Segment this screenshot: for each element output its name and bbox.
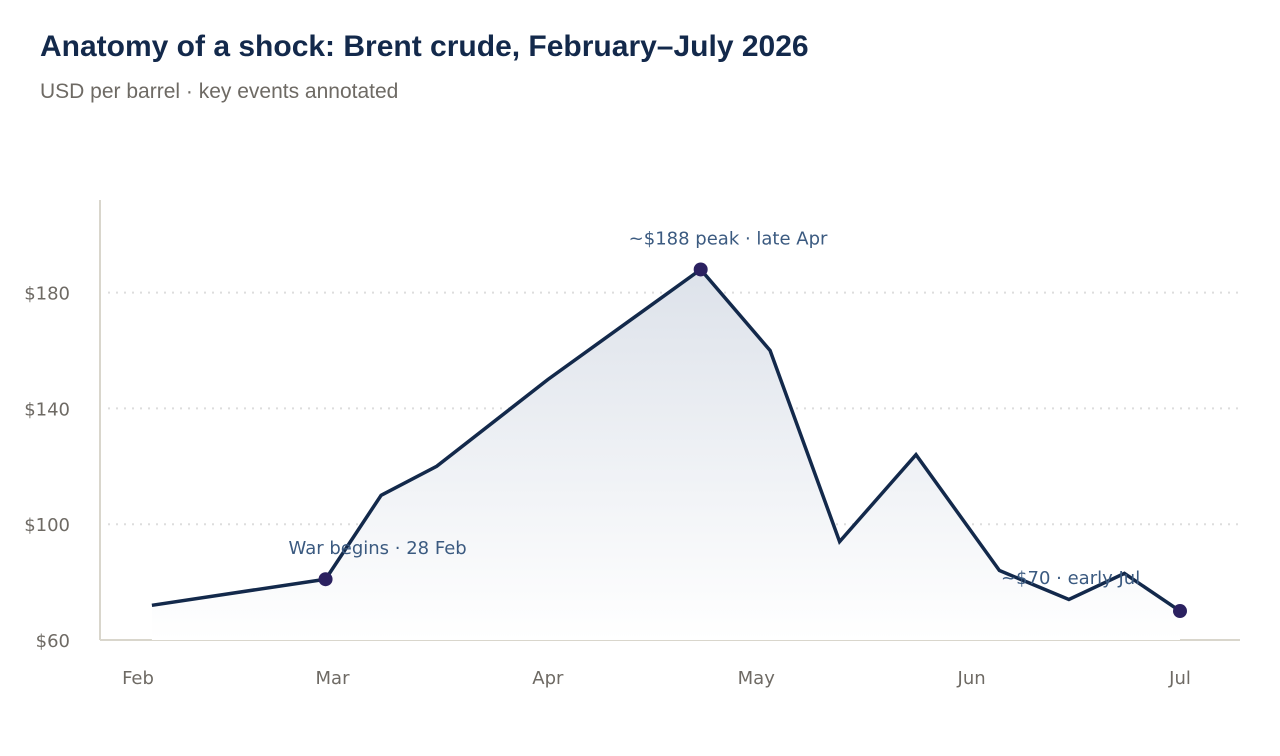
y-tick-labels: $60 $100 $140 $180: [24, 284, 70, 652]
x-tick-label: May: [738, 668, 776, 689]
y-tick-label: $60: [36, 631, 70, 652]
x-tick-label: Jun: [957, 668, 986, 689]
annotation-marker: [1173, 604, 1187, 619]
x-tick-label: Feb: [122, 668, 154, 689]
annotation-markers: [318, 262, 1187, 619]
x-tick-label: Apr: [532, 668, 564, 689]
brent-price-line: [151, 267, 1181, 613]
annotation-label: ~$70 · early Jul: [1001, 568, 1140, 589]
x-tick-label: Jul: [1168, 668, 1191, 689]
x-tick-labels: Feb Mar Apr May Jun Jul: [122, 668, 1191, 689]
y-tick-label: $180: [24, 284, 70, 305]
annotation-label: ~$188 peak · late Apr: [629, 228, 828, 249]
annotation-label: War begins · 28 Feb: [289, 538, 467, 559]
x-tick-label: Mar: [316, 668, 351, 689]
y-tick-label: $140: [24, 399, 70, 420]
area-fill-layer: [151, 269, 1180, 640]
series-line-layer: [151, 267, 1181, 613]
annotation-marker: [318, 572, 333, 587]
chart-subtitle: USD per barrel · key events annotated: [40, 80, 399, 103]
y-tick-label: $100: [24, 515, 70, 536]
price-area-fill: [151, 269, 1180, 640]
chart-title: Anatomy of a shock: Brent crude, Februar…: [40, 30, 809, 63]
annotation-labels: War begins · 28 Feb ~$188 peak · late Apr…: [289, 228, 1141, 589]
annotation-marker: [693, 262, 708, 277]
